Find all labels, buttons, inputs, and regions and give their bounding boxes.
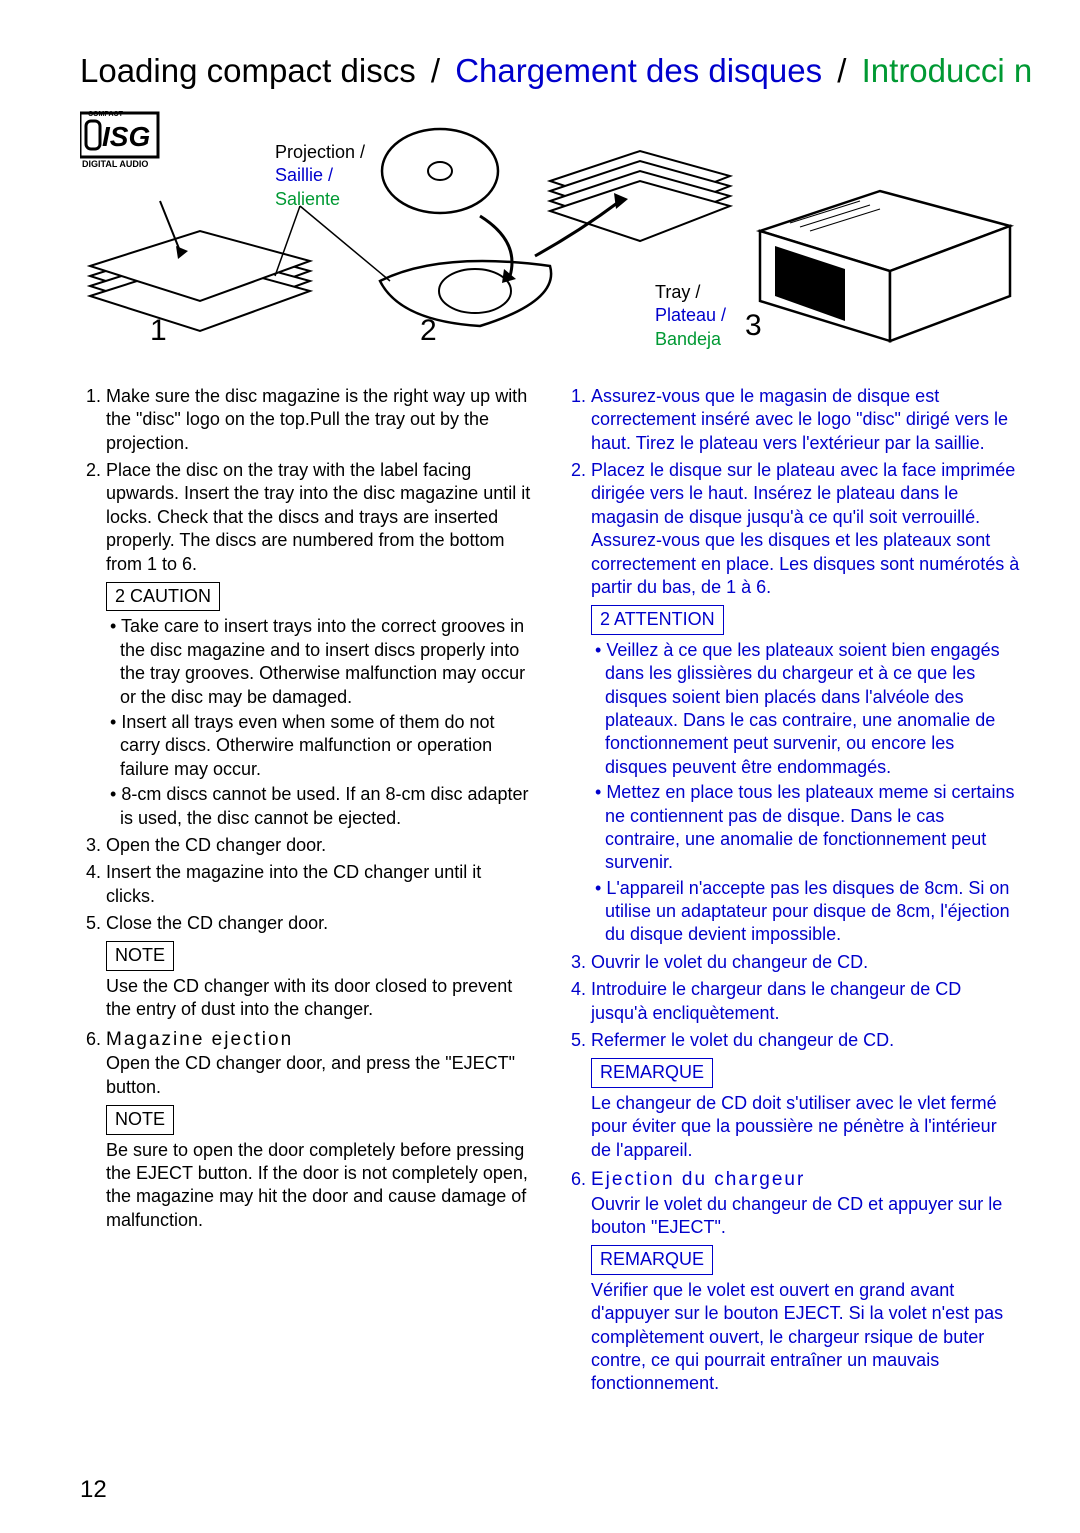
remarque-1-body: Le changeur de CD doit s'utiliser avec l… xyxy=(591,1092,1020,1162)
attention-1: Veillez à ce que les plateaux soient bie… xyxy=(605,639,1020,779)
step-number-3: 3 xyxy=(745,306,762,345)
loading-diagram: COMPACT ISG DIGITAL AUDIO xyxy=(80,111,1020,371)
en-step-5: Close the CD changer door. NOTE Use the … xyxy=(106,912,535,1022)
step1-magazine xyxy=(90,201,310,331)
fr-step-1: Assurez-vous que le magasin de disque es… xyxy=(591,385,1020,455)
attention-2: Mettez en place tous les plateaux meme s… xyxy=(605,781,1020,875)
svg-text:COMPACT: COMPACT xyxy=(88,111,124,118)
fr-step-3: Ouvrir le volet du changeur de CD. xyxy=(591,951,1020,974)
step-number-2: 2 xyxy=(420,311,437,350)
fr-step-4: Introduire le chargeur dans le changeur … xyxy=(591,978,1020,1025)
title-spanish: Introducci n xyxy=(862,52,1033,89)
caution-bullets: Take care to insert trays into the corre… xyxy=(106,615,535,830)
title-english: Loading compact discs xyxy=(80,52,416,89)
french-steps: Assurez-vous que le magasin de disque es… xyxy=(565,385,1020,1396)
en-step-2: Place the disc on the tray with the labe… xyxy=(106,459,535,830)
ejection-chargeur-head: Ejection du chargeur xyxy=(591,1168,1020,1193)
fr-step-5: Refermer le volet du changeur de CD. REM… xyxy=(591,1029,1020,1162)
title-french: Chargement des disques xyxy=(455,52,822,89)
caution-3: 8-cm discs cannot be used. If an 8-cm di… xyxy=(120,783,535,830)
en-step-6-body: Open the CD changer door, and press the … xyxy=(106,1053,515,1096)
caution-1: Take care to insert trays into the corre… xyxy=(120,615,535,709)
english-steps: Make sure the disc magazine is the right… xyxy=(80,385,535,1232)
step3-changer xyxy=(760,191,1010,341)
note-label-1: NOTE xyxy=(106,941,174,970)
step-number-1: 1 xyxy=(150,311,167,350)
remarque-2-body: Vérifier que le volet est ouvert en gran… xyxy=(591,1279,1020,1396)
svg-text:DIGITAL AUDIO: DIGITAL AUDIO xyxy=(82,159,148,169)
projection-label-fr: Saillie / xyxy=(275,164,365,187)
en-step-3: Open the CD changer door. xyxy=(106,834,535,857)
caution-label: 2 CAUTION xyxy=(106,582,220,611)
en-step-4: Insert the magazine into the CD changer … xyxy=(106,861,535,908)
title-separator: / xyxy=(431,52,449,89)
svg-text:ISG: ISG xyxy=(102,121,150,152)
remarque-label-1: REMARQUE xyxy=(591,1058,713,1087)
attention-bullets: Veillez à ce que les plateaux soient bie… xyxy=(591,639,1020,947)
en-step-6: Magazine ejection Open the CD changer do… xyxy=(106,1028,535,1232)
attention-label: 2 ATTENTION xyxy=(591,605,724,634)
en-step-1: Make sure the disc magazine is the right… xyxy=(106,385,535,455)
note-label-2: NOTE xyxy=(106,1105,174,1134)
fr-step-5-text: Refermer le volet du changeur de CD. xyxy=(591,1030,894,1050)
cd-digital-audio-logo: COMPACT ISG DIGITAL AUDIO xyxy=(80,111,158,169)
tray-label: Tray / Plateau / Bandeja xyxy=(655,281,726,351)
fr-step-2-text: Placez le disque sur le plateau avec la … xyxy=(591,460,1019,597)
fr-step-6: Ejection du chargeur Ouvrir le volet du … xyxy=(591,1168,1020,1396)
page-number: 12 xyxy=(80,1474,107,1505)
projection-label: Projection / Saillie / Saliente xyxy=(275,141,365,211)
remarque-label-2: REMARQUE xyxy=(591,1245,713,1274)
fr-step-6-body: Ouvrir le volet du changeur de CD et app… xyxy=(591,1194,1002,1237)
en-step-5-text: Close the CD changer door. xyxy=(106,913,328,933)
diagram-area: COMPACT ISG DIGITAL AUDIO xyxy=(80,111,1020,371)
english-column: Make sure the disc magazine is the right… xyxy=(80,385,535,1402)
magazine-ejection-head: Magazine ejection xyxy=(106,1028,535,1053)
en-step-2-text: Place the disc on the tray with the labe… xyxy=(106,460,530,574)
french-column: Assurez-vous que le magasin de disque es… xyxy=(565,385,1020,1402)
tray-label-en: Tray / xyxy=(655,281,726,304)
attention-3: L'appareil n'accepte pas les disques de … xyxy=(605,877,1020,947)
fr-step-2: Placez le disque sur le plateau avec la … xyxy=(591,459,1020,947)
tray-label-fr: Plateau / xyxy=(655,304,726,327)
title-separator: / xyxy=(837,52,855,89)
caution-2: Insert all trays even when some of them … xyxy=(120,711,535,781)
tray-label-es: Bandeja xyxy=(655,328,726,351)
instruction-columns: Make sure the disc magazine is the right… xyxy=(80,385,1020,1402)
page-title: Loading compact discs / Chargement des d… xyxy=(80,50,1020,93)
projection-label-en: Projection / xyxy=(275,141,365,164)
note-1-body: Use the CD changer with its door closed … xyxy=(106,975,535,1022)
note-2-body: Be sure to open the door completely befo… xyxy=(106,1139,535,1233)
projection-label-es: Saliente xyxy=(275,188,365,211)
